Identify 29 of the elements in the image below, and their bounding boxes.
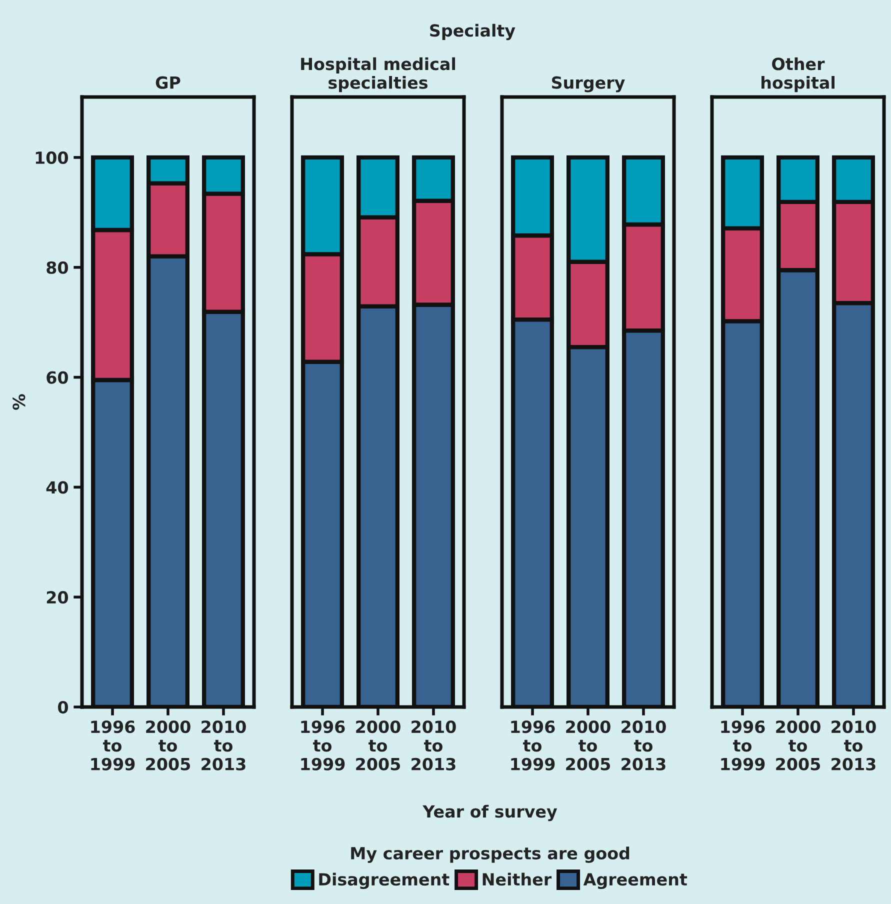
x-tick-label: 2010 to 2013 [832,720,876,770]
x-tick-label: 1996 to 1999 [301,720,345,770]
x-tick-label: 2010 to 2013 [202,720,246,770]
x-tick-label: 2010 to 2013 [412,720,456,770]
y-axis-title: % [12,394,26,410]
chart-title: Surgery [552,76,625,92]
y-tick-label: 0 [58,700,68,714]
x-tick-label: 2010 to 2013 [622,720,666,770]
x-tick-label: 2000 to 2005 [566,720,610,770]
legend-title: My career prospects are good [351,846,630,863]
legend-label: Agreement [583,873,688,889]
y-tick-label: 20 [46,591,68,604]
chart-title: GP [156,76,180,89]
legend-label: Disagreement [319,872,450,889]
text: Specialty [430,24,516,40]
x-tick-label: 2000 to 2005 [776,720,820,770]
chart-title: Hospital medical specialties [301,57,456,92]
y-tick-label: 100 [36,151,68,164]
x-tick-label: 1996 to 1999 [511,720,555,770]
legend-label: Neither [482,872,552,886]
y-tick-label: 40 [46,481,68,494]
x-tick-label: 2000 to 2005 [356,720,400,770]
x-axis-title: Year of survey [422,804,558,822]
x-tick-label: 1996 to 1999 [91,720,135,770]
x-tick-label: 1996 to 1999 [721,720,765,770]
x-tick-label: 2000 to 2005 [146,720,190,770]
y-tick-label: 60 [46,371,68,384]
chart-title: Other hospital [762,57,835,92]
y-tick-label: 80 [46,261,68,274]
